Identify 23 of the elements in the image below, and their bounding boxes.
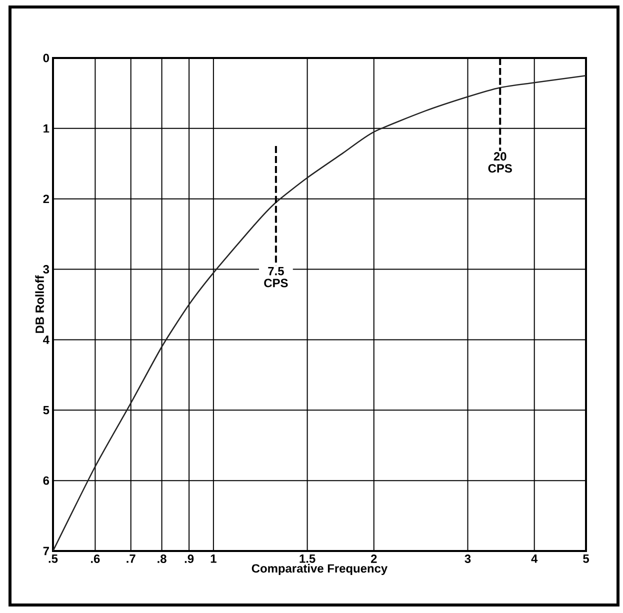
y-tick-label: 5 xyxy=(43,406,50,414)
y-tick-label: 0 xyxy=(43,54,49,62)
x-tick-label: 1 xyxy=(210,554,216,563)
x-tick-label: .5 xyxy=(48,554,58,563)
x-tick-label: 1.5 xyxy=(300,554,316,563)
y-axis-title: DB Rolloff xyxy=(35,275,44,333)
y-tick-label: 1 xyxy=(44,124,50,133)
x-tick-label: 3 xyxy=(464,554,471,564)
x-axis-title: Comparative Frequency xyxy=(252,564,388,576)
x-tick-label: 5 xyxy=(583,554,589,563)
x-tick-label: .9 xyxy=(184,554,194,563)
y-tick-label: 7 xyxy=(43,546,49,556)
y-tick-label: 2 xyxy=(43,194,49,204)
x-tick-label: .8 xyxy=(158,554,166,563)
ref-line-label: 20 CPS xyxy=(488,152,512,173)
x-tick-label: 2 xyxy=(370,554,377,563)
x-tick-label: 4 xyxy=(531,554,538,563)
y-tick-label: 4 xyxy=(43,336,50,344)
x-tick-label: .7 xyxy=(126,554,136,563)
y-tick-label: 3 xyxy=(43,265,50,274)
y-tick-label: 6 xyxy=(43,476,50,485)
x-tick-label: .6 xyxy=(91,554,100,563)
ref-line-label: 7.5 CPS xyxy=(264,266,288,288)
